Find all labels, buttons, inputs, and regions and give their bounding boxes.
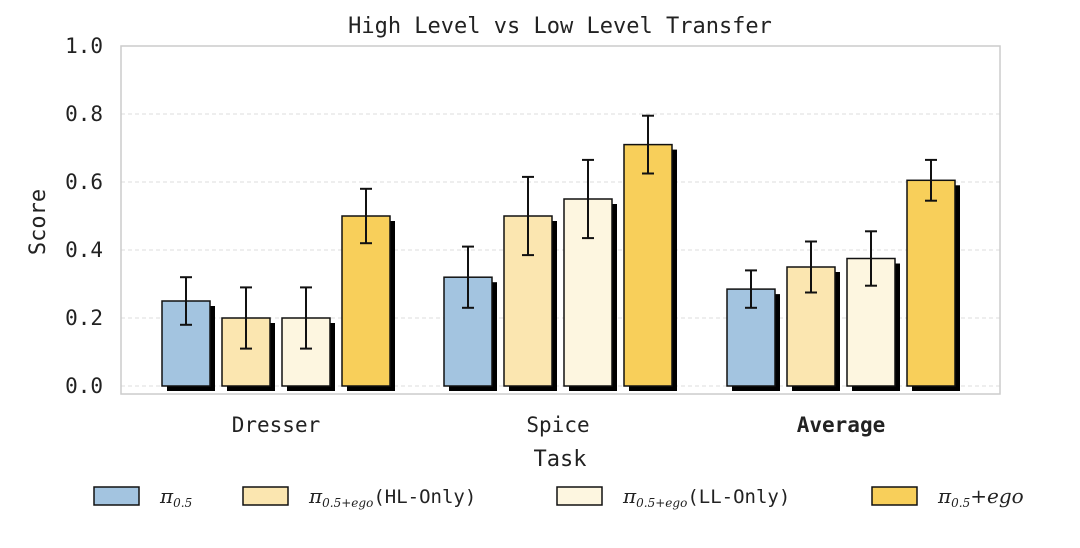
axes: 0.0 0.2 0.4 0.6 0.8 1.0 Dresser Spice Average xyxy=(65,34,1001,437)
legend-label: π0.5+ego(LL-Only) xyxy=(622,484,790,510)
legend-item: π0.5+ego xyxy=(871,484,1024,510)
bar-average-3 xyxy=(906,179,956,387)
y-tick-label: 0.0 xyxy=(65,374,103,398)
y-tick-label: 0.2 xyxy=(65,306,103,330)
bar-spice-3 xyxy=(623,143,673,387)
y-axis-label: Score xyxy=(26,189,51,255)
x-tick-label: Average xyxy=(797,413,886,437)
bars xyxy=(161,114,960,391)
legend-swatch xyxy=(93,486,140,506)
x-tick-label: Spice xyxy=(526,413,589,437)
legend-swatch xyxy=(242,486,289,506)
legend-swatch xyxy=(871,486,918,506)
y-tick-label: 0.4 xyxy=(65,238,103,262)
legend-swatch xyxy=(556,486,603,506)
legend-label: π0.5+ego xyxy=(937,484,1024,510)
chart-title: High Level vs Low Level Transfer xyxy=(348,14,772,39)
y-tick-label: 0.8 xyxy=(65,102,103,126)
plot-frame xyxy=(120,45,1001,395)
y-tick-label: 0.6 xyxy=(65,170,103,194)
legend-item: π0.5 xyxy=(93,484,192,510)
legend-label: π0.5+ego(HL-Only) xyxy=(308,484,476,510)
y-tick-label: 1.0 xyxy=(65,34,103,58)
legend-label: π0.5 xyxy=(159,484,192,510)
legend-item: π0.5+ego(LL-Only) xyxy=(556,484,790,510)
legend-item: π0.5+ego(HL-Only) xyxy=(242,484,476,510)
legend: π0.5 π0.5+ego(HL-Only) π0.5+ego(LL-Only) π0… xyxy=(93,484,1024,510)
x-axis-label: Task xyxy=(534,447,587,472)
x-tick-label: Dresser xyxy=(232,413,321,437)
